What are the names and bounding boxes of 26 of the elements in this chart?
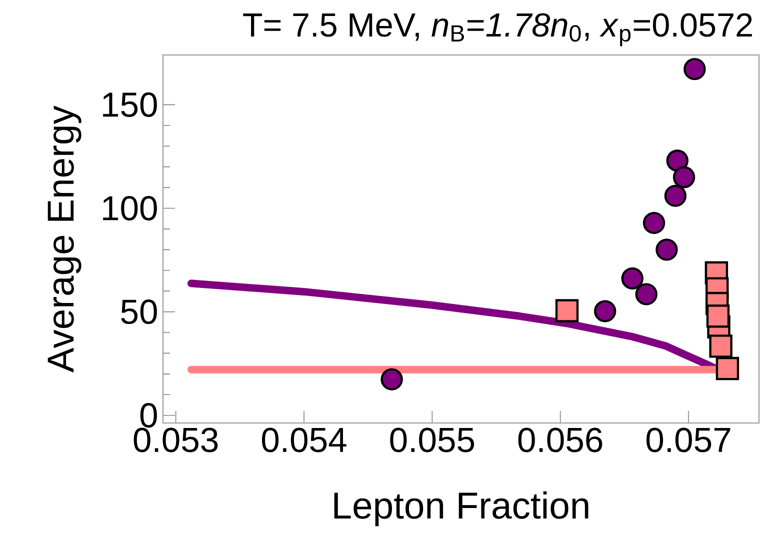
x-tick-label: 0.054 <box>262 428 346 452</box>
x-tick-label: 0.057 <box>646 428 730 452</box>
x-tick-label: 0.055 <box>390 428 474 452</box>
point <box>684 58 706 80</box>
y-axis-title: Average Energy <box>48 106 82 372</box>
point <box>656 238 678 261</box>
point <box>594 300 616 322</box>
y-tick-label: 150 <box>103 92 157 117</box>
point <box>642 212 666 234</box>
point <box>664 184 687 207</box>
point <box>709 334 732 358</box>
point <box>380 368 403 390</box>
x-tick-label: 0.056 <box>518 428 602 452</box>
chart-title: T= 7.5 MeV, n$_{B}$=1.78n$_{0}$, x$_{p}$=0.0572 <box>243 13 752 46</box>
point <box>621 267 644 290</box>
point <box>706 304 730 328</box>
y-tick-label: 100 <box>103 196 157 221</box>
y-tick-label: 0 <box>140 403 157 428</box>
y-tick-label: 50 <box>121 300 157 324</box>
point <box>716 356 740 380</box>
point <box>666 150 688 172</box>
point <box>555 299 579 322</box>
point <box>672 166 696 188</box>
point <box>635 283 658 306</box>
x-axis-title: Lepton Fraction <box>334 491 588 526</box>
x-tick-label: 0.053 <box>134 428 218 452</box>
